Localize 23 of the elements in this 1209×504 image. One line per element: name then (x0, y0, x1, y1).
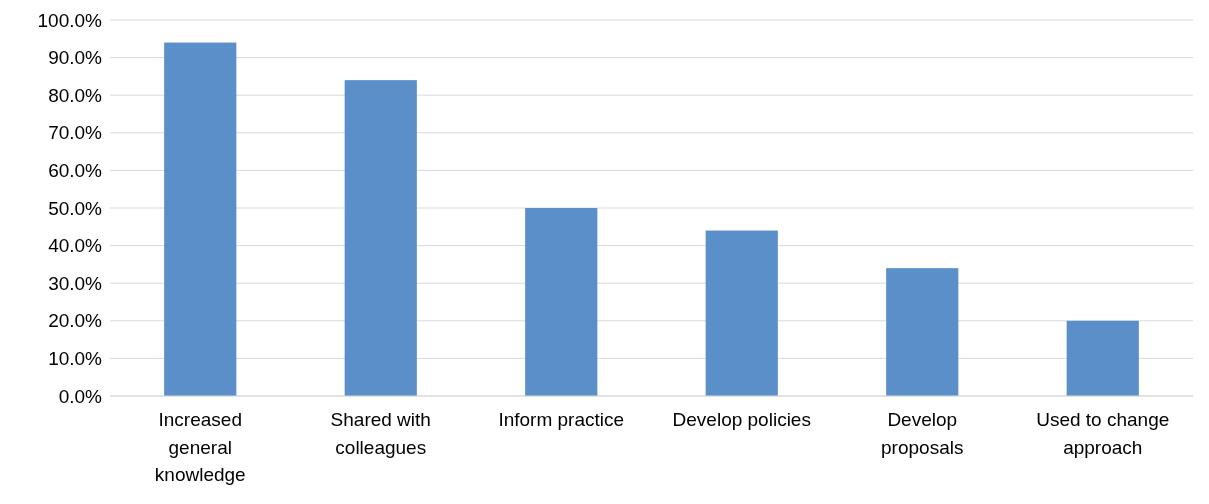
x-tick-label: Develop proposals (881, 409, 964, 458)
y-tick-label: 10.0% (48, 348, 103, 370)
y-tick-label: 0.0% (58, 385, 103, 407)
bar (525, 208, 598, 396)
y-tick-label: 50.0% (48, 197, 103, 219)
y-tick-label: 40.0% (48, 235, 103, 257)
y-tick-label: 70.0% (48, 122, 103, 144)
y-tick-label: 80.0% (48, 84, 103, 106)
y-tick-label: 60.0% (48, 160, 103, 182)
x-tick-label: Used to change approach (1036, 409, 1170, 458)
bar (886, 268, 959, 396)
bar (1066, 320, 1139, 396)
y-tick-label: 90.0% (48, 47, 103, 69)
bar (705, 230, 778, 396)
x-tick-label: Inform practice (498, 409, 625, 430)
y-tick-label: 100.0% (37, 9, 103, 31)
y-tick-label: 30.0% (48, 272, 103, 294)
x-tick-label: Shared with colleagues (330, 409, 431, 458)
y-tick-label: 20.0% (48, 310, 103, 332)
x-tick-label: Develop policies (672, 409, 811, 430)
bar (344, 80, 417, 396)
bar (164, 42, 237, 396)
x-tick-label: Increased general knowledge (154, 409, 246, 486)
